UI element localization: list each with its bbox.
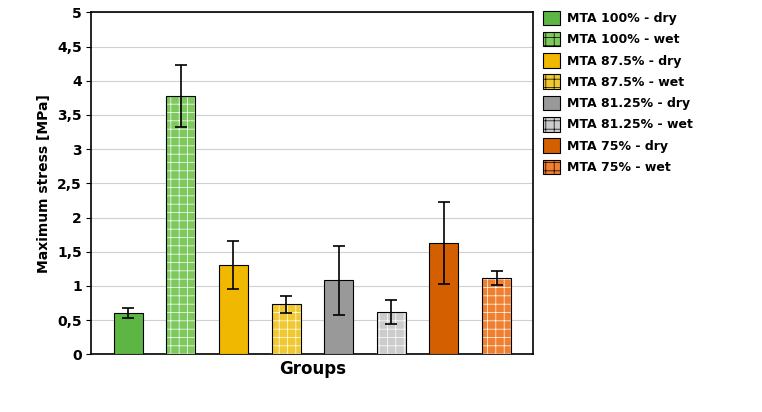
Bar bbox=[166, 96, 195, 354]
Bar bbox=[271, 304, 300, 354]
Bar bbox=[271, 304, 300, 354]
Bar bbox=[377, 312, 406, 354]
Legend: MTA 100% - dry, MTA 100% - wet, MTA 87.5% - dry, MTA 87.5% - wet, MTA 81.25% - d: MTA 100% - dry, MTA 100% - wet, MTA 87.5… bbox=[538, 5, 697, 179]
Bar bbox=[325, 281, 354, 354]
X-axis label: Groups: Groups bbox=[279, 360, 346, 378]
Bar bbox=[482, 278, 511, 354]
Bar bbox=[430, 243, 459, 354]
Bar bbox=[482, 278, 511, 354]
Bar bbox=[166, 96, 195, 354]
Y-axis label: Maximum stress [MPa]: Maximum stress [MPa] bbox=[37, 94, 51, 273]
Bar bbox=[219, 265, 248, 354]
Bar bbox=[114, 313, 142, 354]
Bar bbox=[377, 312, 406, 354]
